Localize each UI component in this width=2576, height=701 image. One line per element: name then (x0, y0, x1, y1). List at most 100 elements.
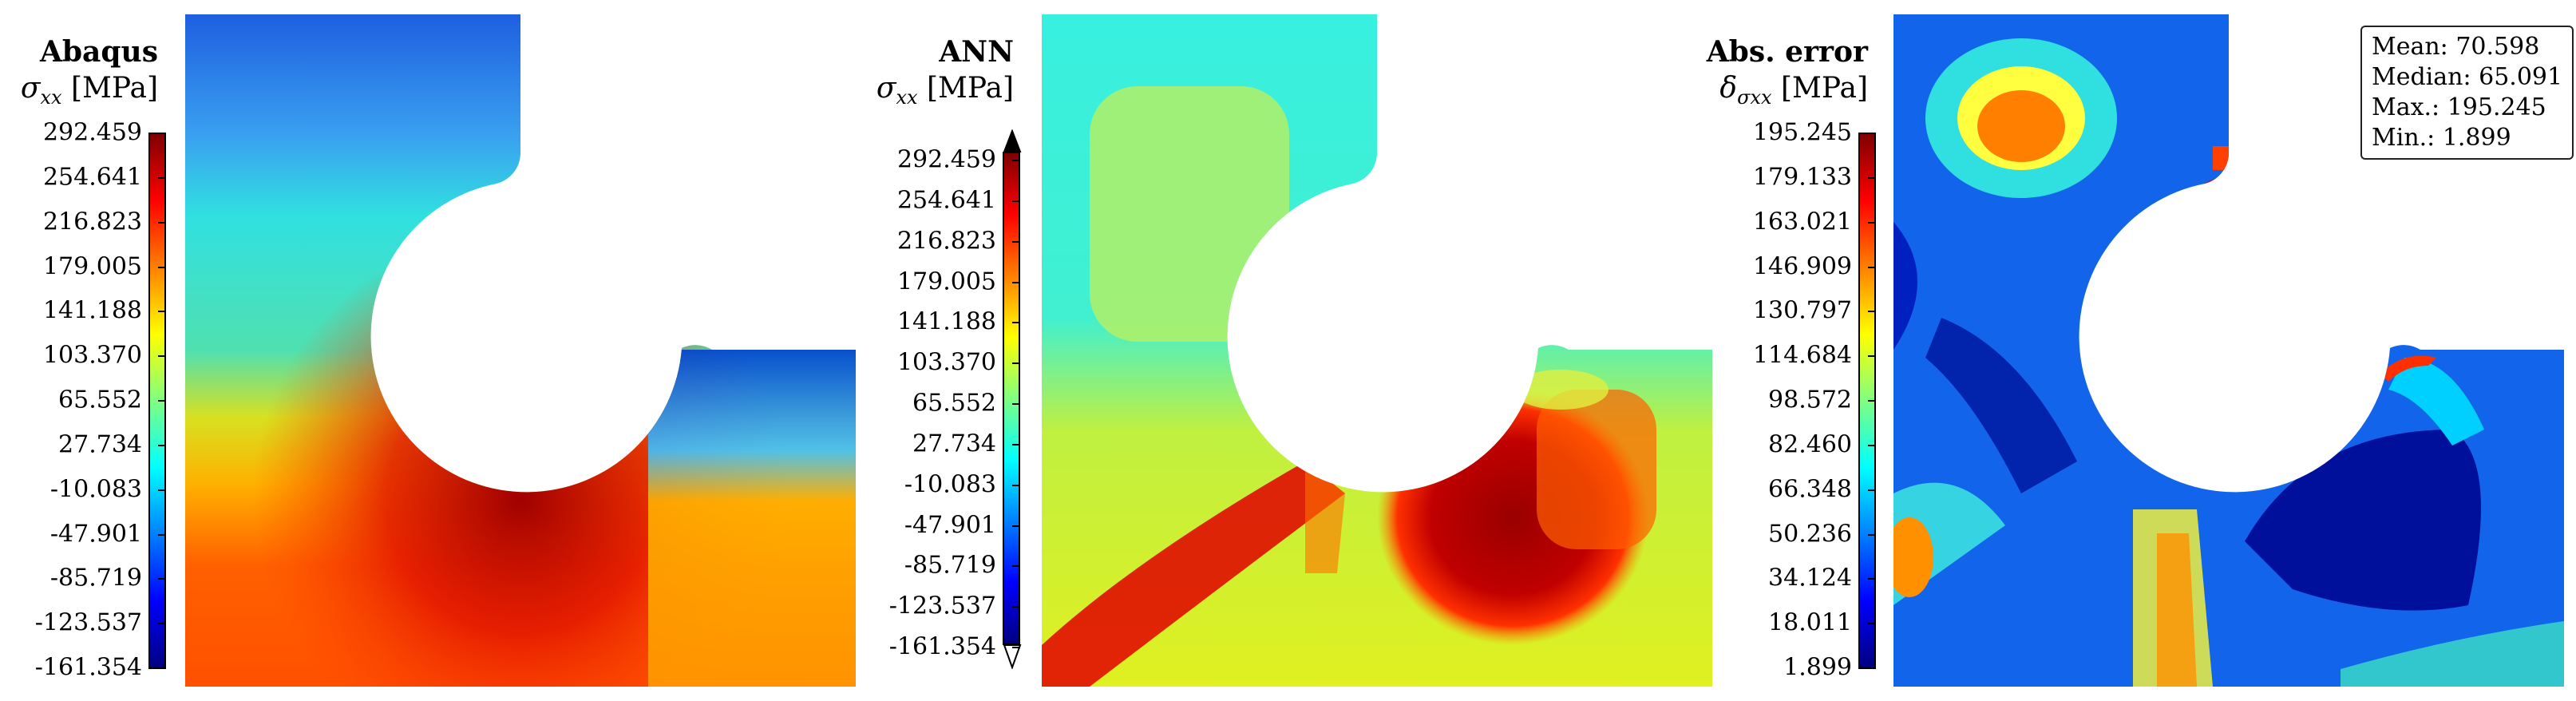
colorbar-tick-mark (1868, 623, 1876, 625)
colorbar-tick-mark (1868, 221, 1876, 224)
colorbar-tick-label: 292.459 (42, 118, 142, 147)
quantity-subscript: xx (896, 86, 918, 109)
colorbar-tick-label: 103.370 (896, 348, 996, 377)
colorbar-tick-label: -47.901 (49, 520, 142, 548)
colorbar-tick-mark (158, 133, 166, 134)
colorbar-tick-label: 141.188 (42, 296, 142, 325)
colorbar-tick-label: 114.684 (1752, 341, 1852, 370)
colorbar-tick-mark (158, 311, 166, 313)
colorbar-tick-label: 216.823 (896, 227, 996, 255)
colorbar-tick-label: 179.005 (896, 267, 996, 295)
colorbar-tick-mark (1012, 322, 1020, 324)
colorbar-tick-mark (158, 355, 166, 358)
colorbar-tick-label: 254.641 (896, 186, 996, 215)
colorbar-tick-mark (158, 176, 166, 179)
colorbar-tick-mark (1012, 484, 1020, 486)
panel-ann: ANN σxx [MPa] (862, 0, 1724, 701)
colorbar-tick-mark (158, 489, 166, 491)
colorbar-tick-mark (1012, 606, 1020, 608)
colorbar-tick-mark (1012, 525, 1020, 527)
stress-field-ann (1042, 14, 1712, 687)
colorbar-tick-label: 141.188 (896, 307, 996, 336)
colorbar-tick-mark (158, 533, 166, 536)
colorbar-tick-label: 254.641 (42, 163, 142, 192)
colorbar-tick-label: 82.460 (1768, 430, 1852, 459)
colorbar-tick-label: 146.909 (1752, 252, 1852, 280)
panel-title: Abs. error (1706, 35, 1868, 69)
colorbar-tick-mark (1012, 403, 1020, 405)
stat-max: Max.: 195.245 (2372, 93, 2546, 121)
colorbar-tick-mark (1012, 565, 1020, 568)
colorbar-tick-label: 163.021 (1752, 208, 1852, 236)
quantity-symbol: σ (20, 72, 41, 105)
colorbar-tick-mark (1012, 281, 1020, 283)
unit-label: [MPa] (70, 72, 158, 105)
colorbar-tick-label: 27.734 (58, 430, 142, 459)
quantity-label: σxx [MPa] (21, 72, 158, 110)
colorbar-tick-mark (1868, 578, 1876, 580)
quantity-symbol: δ (1719, 72, 1738, 105)
quantity-label: δσxx [MPa] (1719, 72, 1868, 110)
colorbar-tick-mark (1012, 200, 1020, 202)
colorbar-tick-mark (1012, 240, 1020, 243)
stat-median: Median: 65.091 (2372, 63, 2563, 91)
colorbar-tick-mark (158, 400, 166, 402)
colorbar-tick-label: -10.083 (49, 475, 142, 504)
colorbar-tick-label: -161.354 (34, 653, 142, 682)
panel-abs-error: Abs. error δσxx [MPa] (1707, 0, 2576, 701)
quantity-subscript: xx (40, 86, 62, 109)
colorbar-tick-label: 98.572 (1768, 386, 1852, 414)
colorbar-tick-label: 130.797 (1752, 296, 1852, 325)
colorbar-tick-mark (158, 221, 166, 224)
quantity-subscript: σxx (1737, 86, 1772, 109)
colorbar-tick-mark (1868, 489, 1876, 491)
colorbar-tick-label: 50.236 (1768, 520, 1852, 548)
colorbar-tick-label: -85.719 (49, 564, 142, 592)
colorbar-tick-mark (1012, 443, 1020, 446)
colorbar-tick-label: 27.734 (912, 430, 996, 458)
panel-title: ANN (939, 35, 1014, 69)
colorbar-tick-mark (1012, 160, 1020, 161)
colorbar-tick-mark (1012, 647, 1020, 648)
quantity-label: σxx [MPa] (876, 72, 1014, 110)
colorbar-tick-mark (1868, 667, 1876, 669)
stress-field-abaqus (185, 14, 856, 687)
colorbar-tick-label: 65.552 (58, 386, 142, 414)
colorbar-tick-mark (1012, 362, 1020, 365)
colorbar-tick-label: 292.459 (896, 145, 996, 174)
colorbar-tick-mark (1868, 444, 1876, 446)
colorbar-tick-mark (158, 444, 166, 446)
colorbar-tick-label: 103.370 (42, 341, 142, 370)
colorbar-tick-mark (158, 578, 166, 580)
colorbar-tick-label: -161.354 (888, 632, 996, 661)
colorbar-min-arrow (1003, 644, 1022, 669)
colorbar-tick-label: 65.552 (912, 389, 996, 418)
panel-title: Abaqus (39, 35, 158, 69)
colorbar-tick-mark (158, 623, 166, 625)
colorbar-tick-mark (1868, 400, 1876, 402)
colorbar-tick-label: 34.124 (1768, 564, 1852, 592)
colorbar-tick-label: 179.133 (1752, 163, 1852, 192)
colorbar-max-arrow (1003, 129, 1022, 152)
unit-label: [MPa] (1780, 72, 1868, 105)
colorbar-tick-label: 66.348 (1768, 475, 1852, 504)
colorbar-tick-mark (1868, 176, 1876, 179)
colorbar-tick-mark (1868, 533, 1876, 536)
error-stats-box: Mean: 70.598 Median: 65.091 Max.: 195.24… (2360, 26, 2574, 160)
colorbar-tick-label: -10.083 (904, 470, 996, 499)
colorbar-tick-label: -85.719 (904, 551, 996, 580)
colorbar-tick-mark (1868, 266, 1876, 268)
colorbar-tick-mark (1868, 311, 1876, 313)
colorbar-tick-mark (158, 667, 166, 669)
colorbar-tick-label: 18.011 (1768, 608, 1852, 637)
colorbar-tick-label: 195.245 (1752, 118, 1852, 147)
colorbar-tick-mark (1868, 133, 1876, 134)
colorbar-tick-label: -123.537 (888, 592, 996, 620)
stat-min: Min.: 1.899 (2372, 124, 2511, 152)
colorbar-tick-label: 1.899 (1783, 653, 1852, 682)
stat-mean: Mean: 70.598 (2372, 33, 2540, 61)
colorbar-tick-label: 216.823 (42, 208, 142, 236)
panel-abaqus: Abaqus σxx [MPa] (0, 0, 862, 701)
colorbar-tick-mark (1868, 355, 1876, 358)
colorbar (1003, 152, 1020, 645)
